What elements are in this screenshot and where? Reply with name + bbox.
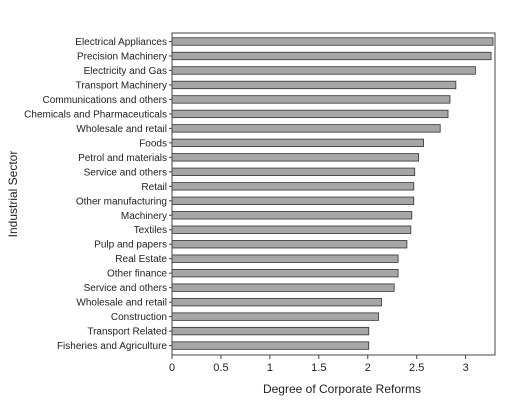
category-label: Construction [111,312,167,323]
category-label: Transport Related [87,327,167,338]
bar [171,167,416,176]
bar [171,138,424,148]
x-tick-label: 1.5 [311,362,326,374]
bar [171,80,457,90]
x-axis-title: Degree of Corporate Reforms [263,382,421,396]
category-label: Foods [139,138,167,149]
x-tick-label: 3 [463,362,469,374]
bar [171,240,408,249]
category-label: Machinery [121,211,167,222]
bar [171,312,379,321]
bar [171,95,451,104]
bar [171,66,476,75]
category-labels: Electrical Appliances Precision Machinery… [24,37,172,352]
bar [171,283,395,292]
bar [171,182,415,191]
category-label: Petrol and materials [78,153,167,164]
bar [171,196,415,205]
bar [171,269,399,278]
bar [171,153,420,162]
y-axis-title: Industrial Sector [6,151,20,238]
category-label: Electrical Appliances [75,37,167,48]
category-label: Service and others [84,283,167,294]
x-tick-label: 0.5 [213,362,228,374]
x-tick-label: 2.5 [409,362,424,374]
category-label: Service and others [84,167,167,178]
bars-group [171,37,494,350]
category-label: Real Estate [115,254,167,265]
x-tick-label: 2 [365,362,371,374]
category-label: Fisheries and Agriculture [57,341,167,352]
x-ticks: 0 0.5 1 1.5 2 2.5 3 [169,355,469,374]
bar [171,254,399,263]
category-label: Electricity and Gas [84,66,167,77]
bar [171,124,441,133]
bar [171,51,492,61]
category-label: Pulp and papers [94,240,167,251]
x-tick-label: 1 [267,362,273,374]
category-label: Precision Machinery [77,51,167,62]
bar [171,37,494,46]
category-label: Other manufacturing [76,196,167,207]
bar [171,341,370,350]
category-label: Other finance [107,269,167,280]
bar [171,297,382,307]
category-label: Textiles [134,225,167,236]
category-label: Transport Machinery [76,80,167,91]
bar [171,225,412,234]
category-label: Wholesale and retail [76,124,167,135]
bar [171,109,449,119]
bar [171,326,370,336]
category-label: Chemicals and Pharmaceuticals [24,109,167,120]
bar [171,211,413,220]
x-tick-label: 0 [169,362,175,374]
category-label: Communications and others [42,95,167,106]
category-label: Retail [141,182,167,193]
category-label: Wholesale and retail [76,298,167,309]
plot-frame [171,32,496,356]
